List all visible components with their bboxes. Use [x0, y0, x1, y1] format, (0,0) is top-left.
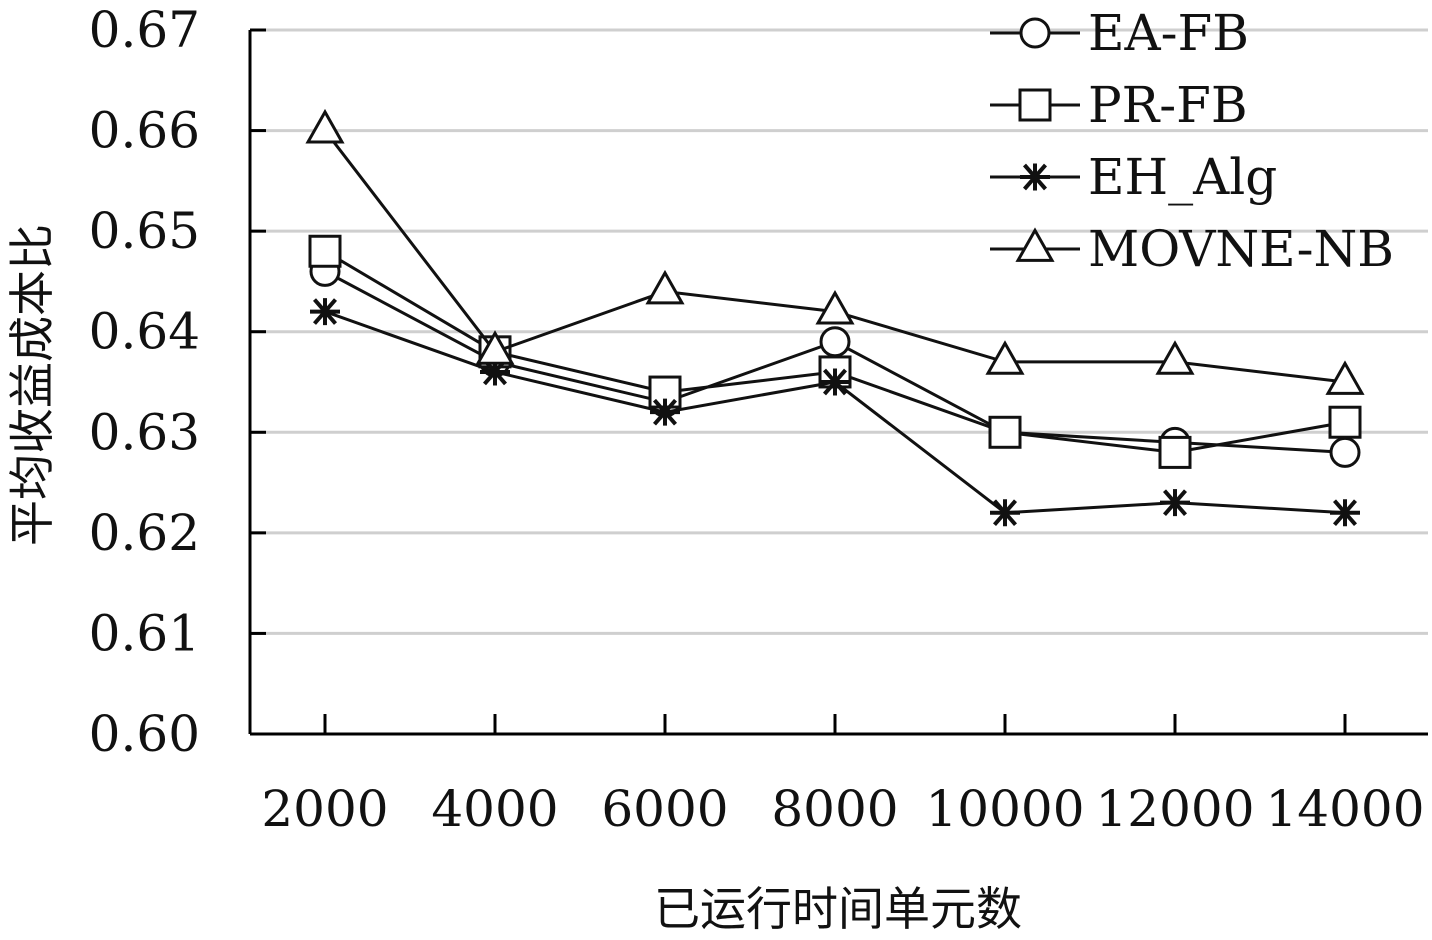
data-point-movne-nb — [645, 269, 685, 305]
data-point-eh-alg — [650, 398, 680, 426]
y-tick-label: 0.63 — [89, 403, 200, 461]
x-tick-label: 8000 — [771, 780, 898, 838]
legend-item-eh-alg: EH_Alg — [990, 148, 1277, 206]
legend-item-movne-nb: MOVNE-NB — [990, 220, 1394, 278]
data-point-pr-fb — [1328, 405, 1362, 439]
series-eh-alg — [310, 298, 1360, 527]
data-point-movne-nb — [305, 108, 345, 144]
y-tick-label: 0.65 — [89, 202, 200, 260]
data-point-movne-nb — [815, 289, 855, 325]
x-tick-label: 14000 — [1265, 780, 1424, 838]
grid-lines — [250, 28, 1428, 635]
axes: 0.60 0.61 0.62 0.63 0.64 0.65 0.66 0.67 2000 4000… — [89, 1, 1428, 838]
legend-label: EH_Alg — [1088, 148, 1277, 206]
data-point-movne-nb — [475, 330, 515, 365]
data-point-ea-fb — [819, 326, 851, 358]
x-axis-title: 已运行时间单元数 — [654, 882, 1022, 936]
x-tick-label: 12000 — [1095, 780, 1254, 838]
y-tick-label: 0.64 — [89, 303, 200, 361]
legend-marker-eh-alg — [1020, 163, 1050, 191]
legend-marker-pr-fb — [1018, 88, 1052, 122]
x-tick-label: 10000 — [925, 780, 1084, 838]
data-point-eh-alg — [990, 499, 1020, 527]
y-tick-label: 0.61 — [89, 604, 200, 662]
series-group — [305, 108, 1365, 527]
legend-marker-ea-fb — [1019, 17, 1051, 49]
legend: EA-FB PR-FB EH_Alg MOVNE-NB — [990, 4, 1394, 278]
legend-item-pr-fb: PR-FB — [990, 76, 1248, 134]
data-point-pr-fb — [1158, 435, 1192, 469]
legend-marker-movne-nb — [1015, 227, 1055, 262]
series-movne-nb — [305, 108, 1365, 395]
data-point-ea-fb — [1329, 436, 1361, 468]
y-tick-label: 0.67 — [89, 1, 200, 59]
legend-label: PR-FB — [1088, 76, 1248, 134]
y-axis-title: 平均收益成本比 — [5, 224, 59, 546]
data-point-eh-alg — [1330, 499, 1360, 527]
legend-item-ea-fb: EA-FB — [990, 4, 1249, 62]
data-point-eh-alg — [480, 358, 510, 386]
legend-label: EA-FB — [1088, 4, 1249, 62]
y-tick-label: 0.66 — [89, 102, 200, 160]
data-point-movne-nb — [1325, 360, 1365, 395]
data-point-eh-alg — [820, 368, 850, 396]
x-tick-label: 4000 — [431, 780, 558, 838]
y-tick-label: 0.62 — [89, 504, 200, 562]
x-tick-label: 2000 — [261, 780, 388, 838]
y-tick-label: 0.60 — [89, 705, 200, 763]
x-tick-label: 6000 — [601, 780, 728, 838]
data-point-movne-nb — [1155, 340, 1195, 375]
data-point-movne-nb — [985, 340, 1025, 375]
legend-label: MOVNE-NB — [1088, 220, 1394, 278]
data-point-pr-fb — [988, 415, 1022, 449]
data-point-eh-alg — [1160, 489, 1190, 517]
data-point-pr-fb — [308, 234, 342, 268]
data-point-eh-alg — [310, 298, 340, 326]
